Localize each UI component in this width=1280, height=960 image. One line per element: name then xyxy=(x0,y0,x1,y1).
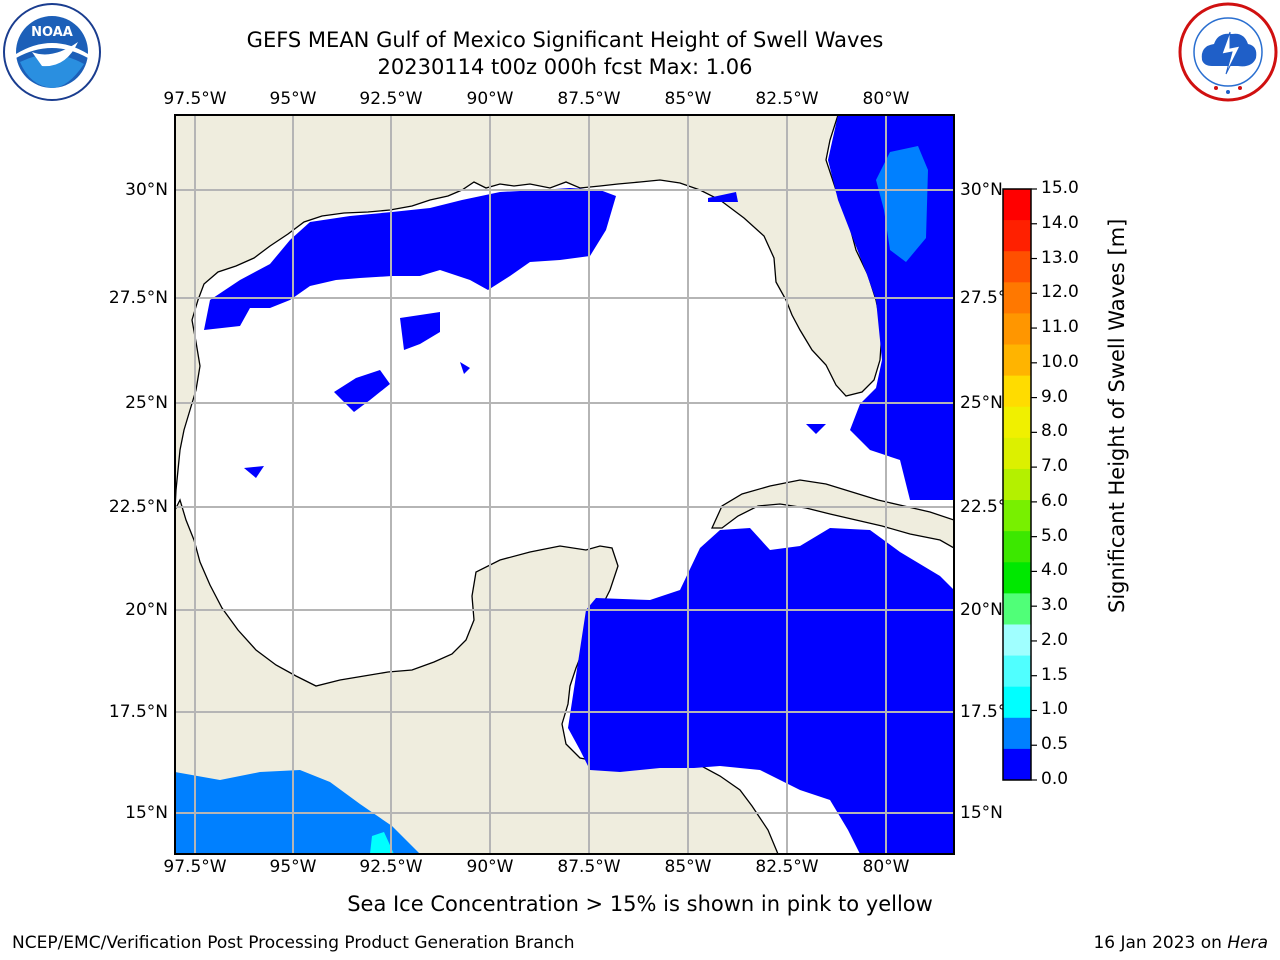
footer-date-text: 16 Jan 2023 on xyxy=(1093,933,1228,953)
lon-label-top: 92.5°W xyxy=(359,89,423,109)
colorbar-tick-label: 7.0 xyxy=(1041,456,1069,477)
colorbar-tick-label: 0.5 xyxy=(1041,734,1069,755)
colorbar-tick-label: 4.0 xyxy=(1041,560,1069,581)
colorbar-tick-label: 0.0 xyxy=(1041,769,1069,789)
land-cuba xyxy=(710,479,954,549)
colorbar-tick-label: 15.0 xyxy=(1041,178,1079,198)
noaa-logo: NOAA xyxy=(2,2,102,102)
colorbar-tick-label: 10.0 xyxy=(1041,351,1079,372)
colorbar-segment xyxy=(1003,313,1031,346)
lat-label-left: 20°N xyxy=(125,600,168,620)
colorbar-tick-label: 8.0 xyxy=(1041,421,1069,442)
colorbar-tick-label: 1.0 xyxy=(1041,699,1069,720)
colorbar-segment xyxy=(1003,375,1031,408)
lon-label-bottom: 92.5°W xyxy=(359,857,423,877)
colorbar-segment xyxy=(1003,468,1031,501)
lat-label-left: 30°N xyxy=(125,180,168,200)
lon-label-top: 97.5°W xyxy=(163,89,227,109)
swell-patch-mid xyxy=(876,146,928,262)
lon-label-bottom: 80°W xyxy=(862,857,910,877)
noaa-logo-text: NOAA xyxy=(31,25,73,40)
nws-logo xyxy=(1178,2,1278,102)
lon-label-top: 87.5°W xyxy=(557,89,621,109)
colorbar xyxy=(1003,188,1037,781)
lat-label-left: 25°N xyxy=(125,393,168,413)
lat-label-right: 27.5°N xyxy=(960,288,1003,308)
colorbar-segment xyxy=(1003,406,1031,439)
colorbar-segment xyxy=(1003,717,1031,750)
colorbar-segment xyxy=(1003,251,1031,283)
colorbar-tick-label: 12.0 xyxy=(1041,282,1079,303)
lat-label-right: 15°N xyxy=(960,803,1003,823)
lon-label-bottom: 90°W xyxy=(466,857,514,877)
colorbar-segment xyxy=(1003,562,1031,594)
colorbar-frame xyxy=(1002,188,1032,781)
footer-machine: Hera xyxy=(1227,933,1268,953)
colorbar-segment xyxy=(1003,220,1031,252)
lon-label-top: 90°W xyxy=(466,89,514,109)
colorbar-segment xyxy=(1003,655,1031,688)
colorbar-segment xyxy=(1003,189,1031,221)
lon-label-bottom: 97.5°W xyxy=(163,857,227,877)
lat-labels-right: 30°N 27.5°N 25°N 22.5°N 20°N 17.5°N 15°N xyxy=(958,0,1003,960)
lat-label-left: 15°N xyxy=(125,803,168,823)
map-frame xyxy=(174,114,955,855)
lon-label-top: 95°W xyxy=(269,89,317,109)
lon-label-bottom: 95°W xyxy=(269,857,317,877)
lat-label-right: 22.5°N xyxy=(960,497,1003,517)
colorbar-tick-label: 9.0 xyxy=(1041,386,1069,407)
colorbar-segment xyxy=(1003,748,1031,781)
sea-ice-note: Sea Ice Concentration > 15% is shown in … xyxy=(347,892,933,916)
colorbar-tick-label: 11.0 xyxy=(1041,317,1079,338)
lat-label-right: 25°N xyxy=(960,393,1003,413)
colorbar-segment xyxy=(1003,500,1031,532)
lon-label-top: 80°W xyxy=(862,89,910,109)
colorbar-segment xyxy=(1003,344,1031,377)
lon-label-bottom: 87.5°W xyxy=(557,857,621,877)
colorbar-segment xyxy=(1003,593,1031,625)
colorbar-segment xyxy=(1003,282,1031,314)
colorbar-segment xyxy=(1003,624,1031,657)
lon-label-bottom: 82.5°W xyxy=(755,857,819,877)
lat-label-right: 20°N xyxy=(960,600,1003,620)
lat-label-right: 17.5°N xyxy=(960,702,1003,722)
colorbar-tick-label: 13.0 xyxy=(1041,247,1079,268)
footer-date: 16 Jan 2023 on Hera xyxy=(1093,933,1268,953)
colorbar-tick-label: 3.0 xyxy=(1041,595,1069,616)
lon-label-bottom: 85°W xyxy=(664,857,712,877)
colorbar-segment xyxy=(1003,686,1031,719)
lon-label-top: 85°W xyxy=(664,89,712,109)
lon-label-top: 82.5°W xyxy=(755,89,819,109)
land-us xyxy=(175,115,883,511)
colorbar-title: Significant Height of Swell Waves [m] xyxy=(1105,218,1129,613)
colorbar-tick-label: 14.0 xyxy=(1041,212,1079,233)
lat-label-right: 30°N xyxy=(960,180,1003,200)
chart-title: GEFS MEAN Gulf of Mexico Significant Hei… xyxy=(246,28,884,52)
lat-label-left: 27.5°N xyxy=(108,288,168,308)
lat-label-left: 17.5°N xyxy=(108,702,168,722)
footer-credit: NCEP/EMC/Verification Post Processing Pr… xyxy=(12,933,575,953)
colorbar-tick-label: 1.5 xyxy=(1041,664,1069,685)
lat-label-left: 22.5°N xyxy=(108,497,168,517)
colorbar-tick-label: 2.0 xyxy=(1041,629,1069,650)
colorbar-tick-label: 6.0 xyxy=(1041,490,1069,511)
colorbar-segment xyxy=(1003,531,1031,563)
chart-subtitle: 20230114 t00z 000h fcst Max: 1.06 xyxy=(377,55,753,79)
colorbar-tick-label: 5.0 xyxy=(1041,525,1069,546)
graticule xyxy=(175,115,954,854)
swell-pacific-high xyxy=(370,832,394,854)
colorbar-segment xyxy=(1003,437,1031,470)
